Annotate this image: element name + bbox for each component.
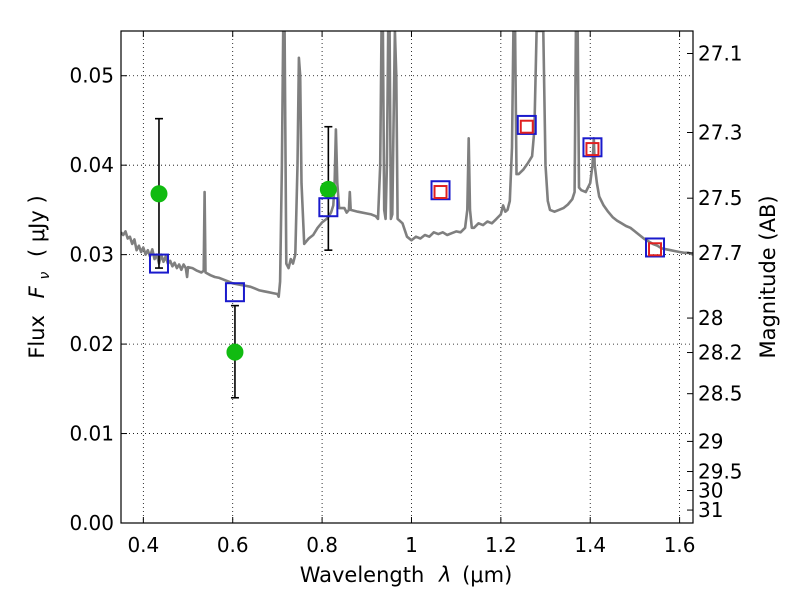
observed-point bbox=[150, 185, 168, 203]
right-tick-label: 28.5 bbox=[698, 382, 743, 406]
x-axis-label: Wavelength λ (μm) bbox=[300, 563, 513, 587]
model-point-blue bbox=[318, 197, 339, 218]
right-tick-label: 27.5 bbox=[698, 186, 743, 210]
grid-lines bbox=[121, 31, 693, 524]
model-point-blue bbox=[430, 180, 451, 201]
spectrum-line bbox=[121, 31, 693, 298]
right-tick-label: 29.5 bbox=[698, 460, 743, 484]
x-tick-label: 1.4 bbox=[574, 533, 606, 557]
model-point-red bbox=[585, 142, 600, 157]
model-point-blue bbox=[224, 282, 245, 303]
x-tick-label: 0.6 bbox=[217, 533, 249, 557]
model-point-red bbox=[519, 119, 534, 134]
x-axis-ticks: 0.4 0.6 0.8 1 1.2 1.4 1.6 bbox=[127, 31, 696, 557]
right-tick-label: 27.1 bbox=[698, 42, 743, 66]
y-axis-label: Flux F ν ( μJy ) bbox=[25, 195, 54, 358]
model-point-blue bbox=[148, 253, 169, 274]
y-tick-label: 0.01 bbox=[69, 422, 114, 446]
y-tick-label: 0.04 bbox=[69, 153, 114, 177]
model-point-red bbox=[648, 242, 663, 257]
x-tick-label: 1 bbox=[405, 533, 418, 557]
marker-layer bbox=[148, 114, 666, 399]
observed-point bbox=[319, 180, 337, 198]
right-tick-label: 27.7 bbox=[698, 241, 743, 265]
y-tick-label: 0.02 bbox=[69, 332, 114, 356]
plot-frame bbox=[120, 30, 694, 524]
plot-area bbox=[121, 31, 693, 298]
y-tick-label: 0.00 bbox=[69, 511, 114, 535]
y-tick-label: 0.05 bbox=[69, 64, 114, 88]
right-tick-label: 31 bbox=[698, 498, 723, 522]
right-tick-label: 27.3 bbox=[698, 120, 743, 144]
model-point-red bbox=[433, 185, 448, 200]
model-point-blue bbox=[582, 137, 603, 158]
model-point-blue bbox=[516, 114, 537, 135]
right-tick-label: 29 bbox=[698, 429, 723, 453]
right-tick-label: 28 bbox=[698, 306, 723, 330]
observed-point bbox=[226, 343, 244, 361]
right-tick-label: 28.2 bbox=[698, 341, 743, 365]
right-axis-label: Magnitude (AB) bbox=[756, 195, 780, 358]
y-axis-ticks: 0.00 0.01 0.02 0.03 0.04 0.05 bbox=[69, 64, 127, 535]
x-tick-label: 0.4 bbox=[127, 533, 159, 557]
right-tick-label: 30 bbox=[698, 479, 723, 503]
model-point-blue bbox=[645, 237, 666, 258]
x-tick-label: 1.6 bbox=[664, 533, 696, 557]
x-tick-label: 0.8 bbox=[306, 533, 338, 557]
x-tick-label: 1.2 bbox=[485, 533, 517, 557]
y-tick-label: 0.03 bbox=[69, 243, 114, 267]
